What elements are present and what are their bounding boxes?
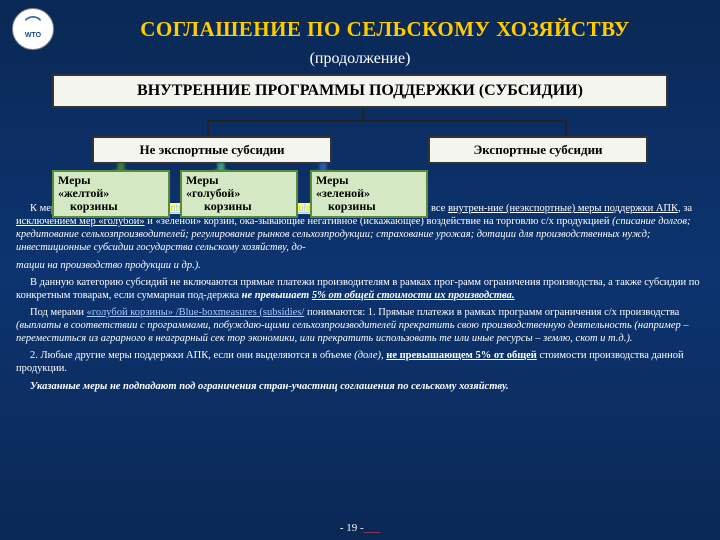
basket-label: корзины (70, 199, 118, 213)
t: исключением мер «голубой» (16, 216, 145, 227)
t: , за (678, 203, 692, 214)
t: Указанные меры не подпадают под ограниче… (30, 381, 509, 392)
t: не превышающем 5% от общей (386, 350, 537, 361)
basket-label: корзины (328, 199, 376, 213)
green-basket-box: Меры «зеленой» корзины (310, 170, 428, 218)
basket-label: корзины (204, 199, 252, 213)
paragraph-2: В данную категорию субсидий не включаютс… (16, 276, 704, 302)
t: понимаются: 1. Прямые платежи в рамках п… (304, 307, 679, 318)
logo-arc-icon: ⌒ (25, 20, 41, 32)
subtitle-a: (продолжение (310, 50, 406, 67)
t: тации на производство продукции и др.). (16, 260, 201, 271)
blue-basket-box: Меры «голубой» корзины (180, 170, 298, 218)
basket-label: «голубой» (186, 186, 240, 200)
connector-line (565, 120, 567, 136)
subtitle: (продолжение) (12, 50, 708, 68)
blue-box-link[interactable]: «голубой корзины» /Blue-boxmeasures (sub… (87, 307, 305, 318)
subtitle-b: ) (405, 50, 410, 67)
t: (выплаты в соответствии с программами, п… (16, 320, 689, 344)
basket-label: «зеленой» (316, 186, 370, 200)
t: 2. Любые другие меры поддержки АПК, если… (30, 350, 354, 361)
t: не превышает (242, 290, 312, 301)
basket-label: Меры (58, 173, 91, 187)
connector-line (207, 120, 567, 122)
title-row: ⌒ WTO СОГЛАШЕНИЕ ПО СЕЛЬСКОМУ ХОЗЯЙСТВУ (12, 8, 708, 50)
connector-line (207, 120, 209, 136)
t: Под мерами (30, 307, 87, 318)
basket-label: «желтой» (58, 186, 109, 200)
basket-label: Меры (186, 173, 219, 187)
paragraph-3: Под мерами «голубой корзины» /Blue-boxme… (16, 306, 704, 345)
main-program-box: ВНУТРЕННИЕ ПРОГРАММЫ ПОДДЕРЖКИ (СУБСИДИИ… (52, 74, 668, 108)
t: и «зеленой» корзин, ока-зывающие негатив… (145, 216, 613, 227)
paragraph-4: 2. Любые другие меры поддержки АПК, если… (16, 349, 704, 375)
paragraph-5: Указанные меры не подпадают под ограниче… (16, 380, 704, 393)
footer-red: ___ (364, 522, 381, 534)
t: (доле) (354, 350, 381, 361)
yellow-basket-box: Меры «желтой» корзины (52, 170, 170, 218)
basket-label: Меры (316, 173, 349, 187)
non-export-box: Не экспортные субсидии (92, 136, 332, 164)
slide: ⌒ WTO СОГЛАШЕНИЕ ПО СЕЛЬСКОМУ ХОЗЯЙСТВУ … (0, 0, 720, 540)
paragraph-1b: тации на производство продукции и др.). (16, 259, 704, 272)
body-text: К мерам «желтой корзины» /Amber (yellow)… (12, 202, 708, 393)
t: внутрен-ние (неэкспортные) меры поддержк… (448, 203, 678, 214)
page-title: СОГЛАШЕНИЕ ПО СЕЛЬСКОМУ ХОЗЯЙСТВУ (62, 17, 708, 42)
diagram: Не экспортные субсидии Экспортные субсид… (52, 108, 668, 200)
footer: - 19 -___ (0, 522, 720, 534)
export-box: Экспортные субсидии (428, 136, 648, 164)
logo-text: WTO (25, 32, 41, 39)
t: 5% от общей стоимости их производства. (312, 290, 515, 301)
connector-line (362, 108, 364, 120)
wto-logo: ⌒ WTO (12, 8, 54, 50)
page-number: - 19 - (340, 522, 364, 534)
